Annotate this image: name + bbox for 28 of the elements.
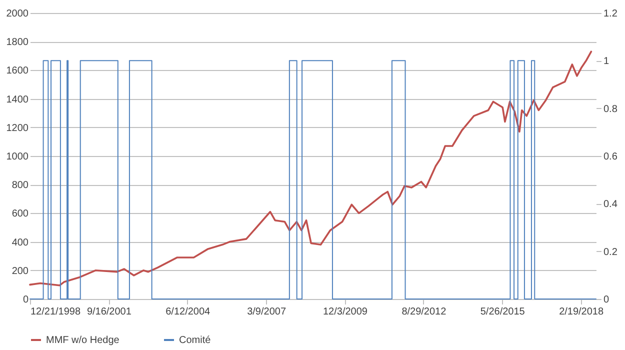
y-tick-label: 600 — [12, 208, 29, 220]
x-tick-label: 3/9/2007 — [247, 306, 286, 318]
x-tick-label: 12/21/1998 — [30, 306, 81, 318]
y-tick-label: 1400 — [6, 94, 29, 106]
y-tick-label: 1000 — [6, 152, 29, 162]
y-tick-label: 0 — [22, 294, 29, 306]
y2-tick-label: 0.2 — [604, 246, 618, 258]
y-tick-label: 800 — [12, 180, 29, 192]
y2-tick-label: 0.8 — [604, 104, 618, 115]
y2-tick-label: 1 — [604, 56, 610, 68]
legend-label: Comité — [179, 335, 212, 346]
x-tick-label: 12/3/2009 — [323, 306, 368, 318]
y-tick-label: 200 — [12, 266, 29, 277]
y-tick-label: 400 — [12, 237, 29, 248]
y2-tick-label: 1.2 — [604, 8, 618, 20]
x-tick-label: 9/16/2001 — [86, 306, 132, 318]
legend-label: MMF w/o Hedge — [46, 335, 120, 346]
x-tick-label: 6/12/2004 — [166, 306, 211, 318]
y-tick-label: 1200 — [6, 122, 29, 134]
y2-tick-label: 0.6 — [604, 152, 618, 162]
x-tick-label: 8/29/2012 — [402, 306, 447, 318]
y2-tick-label: 0 — [604, 294, 610, 306]
y-tick-label: 2000 — [6, 8, 29, 20]
x-tick-label: 2/19/2018 — [559, 306, 604, 318]
y-tick-label: 1600 — [6, 66, 29, 77]
y-tick-label: 1800 — [6, 37, 29, 48]
x-tick-label: 5/26/2015 — [480, 306, 526, 318]
y2-tick-label: 0.4 — [604, 199, 618, 210]
